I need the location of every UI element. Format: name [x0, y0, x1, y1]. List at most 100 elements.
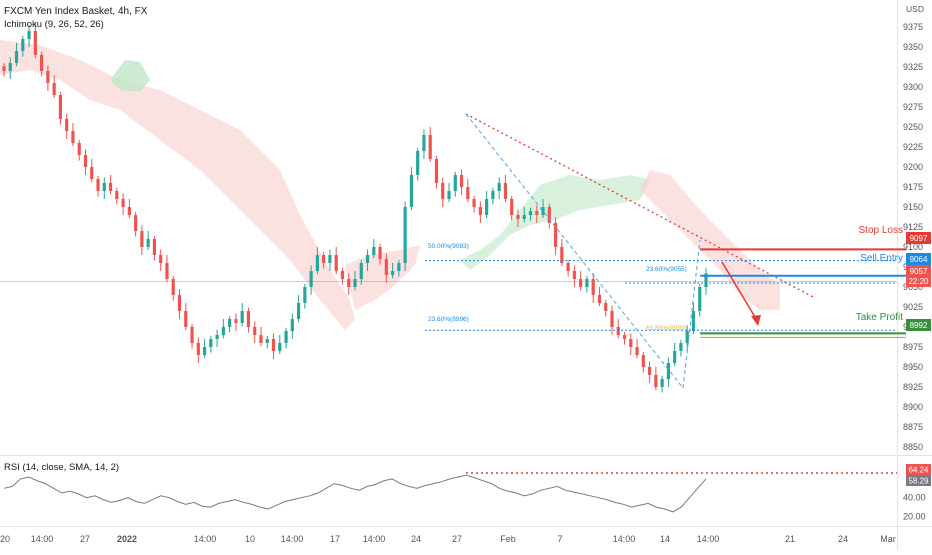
candle-body [591, 279, 595, 295]
time-tick-label: 14:00 [31, 534, 54, 544]
time-axis[interactable]: 20 14:00 27 2022 14:00 10 14:00 17 14:00 24 27 Feb 7… [0, 534, 896, 544]
rsi-upper-tag-bg [906, 464, 931, 475]
candle-body [541, 207, 545, 215]
candle-body [8, 63, 12, 71]
descending-trendline [465, 113, 816, 299]
candle-body [384, 259, 388, 275]
candle-body [228, 319, 232, 327]
take-profit-label: Take Profit [856, 312, 903, 323]
stop-loss-tag-bg [906, 232, 931, 244]
price-tick-label: 9300 [903, 82, 923, 92]
rsi-pane[interactable] [0, 456, 897, 526]
candle-body [416, 151, 420, 175]
rsi-lower-tag: 58.29 [908, 477, 929, 486]
indicator-title: Ichimoku (9, 26, 52, 26) [4, 19, 104, 30]
candle-body [152, 239, 157, 255]
candle-body [391, 271, 395, 275]
candle-body [27, 31, 31, 39]
candle-body [184, 311, 188, 327]
candle-body [365, 255, 370, 263]
price-tick-label: 9200 [903, 162, 923, 172]
candles-group [2, 23, 708, 393]
fib-618-label: 61.80%(8993) [646, 325, 687, 332]
candle-body [447, 191, 451, 199]
candle-body [679, 343, 683, 351]
time-tick-label: 7 [557, 534, 562, 544]
price-pane[interactable] [0, 0, 897, 455]
candle-body [660, 379, 664, 387]
candle-body [2, 66, 6, 71]
candle-body [478, 207, 482, 215]
candle-body [434, 159, 439, 183]
price-tick-label: 9125 [903, 222, 923, 232]
time-tick-label: 14:00 [363, 534, 386, 544]
candle-body [422, 135, 426, 151]
current-price-tag: 9057 [910, 267, 928, 276]
candle-body [616, 327, 620, 335]
ichimoku-cloud-segment [0, 40, 355, 330]
candle-body [654, 375, 658, 387]
candle-body [397, 263, 401, 271]
candle-body [353, 279, 357, 287]
candle-body [278, 343, 282, 351]
time-tick-label: 24 [838, 534, 848, 544]
candle-body [96, 179, 100, 191]
price-tick-label: 9250 [903, 122, 923, 132]
candle-body [579, 279, 583, 287]
candle-body [553, 223, 558, 247]
stop-loss-tag: 9097 [910, 234, 928, 243]
candle-body [629, 339, 633, 347]
candle-body [347, 279, 351, 287]
price-tick-label: 9375 [903, 22, 923, 32]
candle-body [21, 39, 25, 51]
price-tick-label: 9175 [903, 182, 923, 192]
candle-body [108, 183, 113, 191]
candle-body [102, 183, 106, 191]
rsi-group [3, 472, 897, 513]
candle-body [71, 131, 75, 143]
candle-body [58, 95, 63, 119]
time-tick-label: 2022 [117, 534, 137, 544]
candle-body [290, 319, 294, 331]
candle-body [140, 231, 144, 247]
price-tick-label: 9225 [903, 142, 923, 152]
candle-body [271, 339, 276, 351]
fib-236-upper-label: 23.60%(9055) [646, 266, 687, 273]
time-tick-label: 24 [411, 534, 421, 544]
fib-retracement-diagonal [682, 239, 701, 389]
candle-body [90, 167, 94, 179]
candle-body [77, 143, 81, 155]
candle-body [165, 263, 169, 279]
stop-loss-label: Stop Loss [859, 225, 903, 236]
time-tick-label: 27 [452, 534, 462, 544]
candle-body [359, 263, 363, 279]
candle-body [698, 287, 702, 311]
candle-body [234, 319, 238, 323]
candle-body [428, 135, 432, 159]
price-tick-label: 9150 [903, 202, 923, 212]
candle-body [296, 303, 301, 319]
take-profit-tag-bg [906, 319, 931, 331]
candle-body [328, 255, 332, 263]
candle-body [46, 71, 50, 83]
time-tick-label: 14:00 [194, 534, 217, 544]
candle-body [284, 331, 288, 343]
current-price-tag-bg [906, 265, 931, 287]
candle-body [171, 279, 175, 295]
candle-body [459, 175, 464, 187]
candle-body [503, 183, 508, 199]
candle-body [647, 367, 652, 375]
candle-body [472, 199, 476, 207]
price-tick-label: 8925 [903, 382, 923, 392]
ichimoku-cloud-segment [345, 245, 420, 310]
time-tick-label: 10 [245, 534, 255, 544]
candle-body [246, 311, 251, 327]
candle-body [560, 247, 564, 263]
price-tick-label: 9275 [903, 102, 923, 112]
candle-body [14, 51, 19, 63]
candle-body [209, 339, 213, 347]
candle-body [535, 211, 539, 215]
candle-body [240, 311, 244, 323]
